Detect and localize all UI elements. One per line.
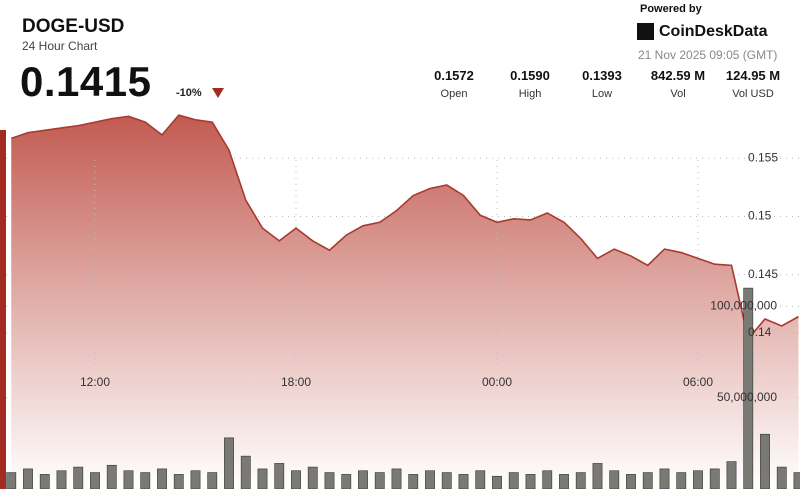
stat-value: 842.59 M — [650, 68, 706, 83]
stat-label: High — [518, 88, 542, 100]
y-tick-label: 0.15 — [748, 209, 772, 223]
area-fill — [11, 115, 799, 489]
volume-bar — [525, 474, 536, 489]
volume-bar — [559, 474, 569, 489]
volume-bar — [291, 470, 301, 489]
volume-bar — [341, 474, 352, 489]
stat-value: 0.1393 — [582, 68, 622, 83]
brand: CoinDeskData — [659, 23, 768, 40]
stat: 0.1393 Low — [562, 68, 642, 100]
timestamp: 21 Nov 2025 09:05 (GMT) — [638, 48, 778, 62]
volume-bar — [408, 474, 419, 489]
stat: 842.59 M Vol — [638, 68, 718, 100]
stat-value: 0.1572 — [434, 68, 474, 83]
y-tick-label: 0.155 — [748, 150, 778, 164]
volume-bar — [425, 470, 435, 489]
x-tick-label: 12:00 — [80, 375, 110, 389]
stat-label: Low — [591, 88, 613, 100]
volume-bar — [441, 472, 452, 489]
volume-bar — [123, 470, 134, 489]
symbol: DOGE-USD — [22, 16, 125, 37]
volume-bar — [173, 474, 184, 489]
volume-bar — [307, 466, 318, 489]
x-tick-label: 18:00 — [281, 375, 311, 389]
volume-bar — [106, 464, 117, 489]
volume-bar — [793, 472, 800, 489]
change: -10% — [176, 87, 202, 99]
volume-bar — [743, 287, 754, 489]
volume-bar — [190, 470, 201, 489]
volume-bar — [358, 470, 368, 489]
down-arrow — [212, 88, 224, 98]
stat-value: 124.95 M — [725, 68, 781, 83]
volume-bar — [575, 472, 586, 489]
volume-bar — [39, 474, 50, 489]
volume-bar — [458, 474, 469, 489]
volume-bar — [609, 470, 620, 489]
volume-bar — [374, 472, 385, 489]
y-tick-label: 0.145 — [748, 267, 778, 281]
volume-bar — [56, 470, 67, 489]
volume-bar — [240, 455, 251, 489]
y-tick-label: 0.14 — [748, 325, 772, 339]
volume-bar — [324, 472, 335, 489]
stat-label: Vol — [670, 88, 686, 100]
edge-accent — [0, 130, 6, 489]
volume-bar — [157, 468, 167, 489]
volume-bar — [626, 474, 636, 489]
volume-bar — [475, 470, 486, 489]
y2-tick-label: 50,000,000 — [717, 390, 777, 404]
volume-bar — [726, 461, 737, 489]
volume-bar — [6, 472, 17, 489]
volume-bar — [23, 468, 33, 489]
x-tick-label: 06:00 — [683, 375, 713, 389]
subtitle: 24 Hour Chart — [22, 39, 98, 53]
volume-bar — [73, 466, 84, 489]
brand-logo — [637, 23, 654, 40]
stat-value: 0.1590 — [510, 68, 550, 83]
stat: 0.1572 Open — [414, 68, 494, 100]
stat-label: Vol USD — [732, 88, 774, 100]
volume-bar — [508, 472, 519, 489]
volume-bar — [709, 468, 720, 489]
volume-bar — [224, 437, 234, 489]
y2-tick-label: 100,000,000 — [710, 299, 777, 313]
price: 0.1415 — [20, 58, 152, 105]
volume-bar — [274, 463, 285, 489]
stat: 124.95 M Vol USD — [713, 68, 793, 100]
volume-bar — [391, 468, 402, 489]
stat-label: Open — [440, 88, 468, 100]
volume-bar — [257, 468, 268, 489]
volume-bar — [676, 472, 687, 489]
volume-bar — [542, 470, 553, 489]
price-line — [10, 114, 799, 341]
volume-bar — [90, 472, 100, 489]
volume-bar — [693, 470, 703, 489]
x-tick-label: 00:00 — [482, 375, 512, 389]
volume-bar — [760, 433, 770, 489]
volume-bar — [642, 472, 653, 489]
volume-bar — [207, 472, 218, 489]
volume-bar — [776, 466, 787, 489]
stat: 0.1590 High — [490, 68, 570, 100]
volume-bar — [659, 468, 670, 489]
volume-bar — [492, 475, 502, 489]
volume-bar — [592, 463, 603, 489]
volume-bar — [140, 472, 151, 489]
powered-by: Powered by — [640, 3, 702, 15]
